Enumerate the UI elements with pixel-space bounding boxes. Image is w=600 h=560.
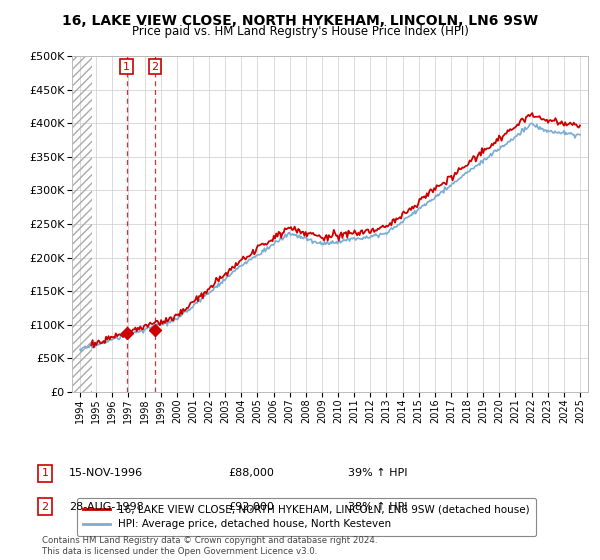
Bar (72, 56, 92, 392)
Text: 39% ↑ HPI: 39% ↑ HPI (348, 468, 407, 478)
Text: £92,000: £92,000 (228, 502, 274, 512)
Text: 16, LAKE VIEW CLOSE, NORTH HYKEHAM, LINCOLN, LN6 9SW: 16, LAKE VIEW CLOSE, NORTH HYKEHAM, LINC… (62, 14, 538, 28)
Legend: 16, LAKE VIEW CLOSE, NORTH HYKEHAM, LINCOLN, LN6 9SW (detached house), HPI: Aver: 16, LAKE VIEW CLOSE, NORTH HYKEHAM, LINC… (77, 498, 536, 536)
Text: £88,000: £88,000 (228, 468, 274, 478)
Text: 38% ↑ HPI: 38% ↑ HPI (348, 502, 407, 512)
Text: 2: 2 (151, 62, 158, 72)
Text: 2: 2 (41, 502, 49, 512)
Text: 1: 1 (123, 62, 130, 72)
Text: 15-NOV-1996: 15-NOV-1996 (69, 468, 143, 478)
Text: Price paid vs. HM Land Registry's House Price Index (HPI): Price paid vs. HM Land Registry's House … (131, 25, 469, 38)
Text: 1: 1 (41, 468, 49, 478)
Text: 28-AUG-1998: 28-AUG-1998 (69, 502, 144, 512)
Text: Contains HM Land Registry data © Crown copyright and database right 2024.
This d: Contains HM Land Registry data © Crown c… (42, 536, 377, 556)
